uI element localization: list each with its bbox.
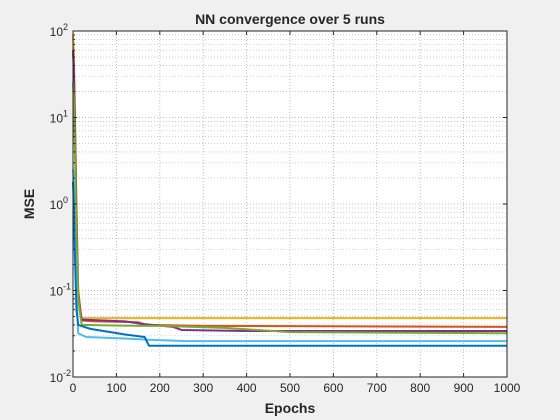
y-axis-label: MSE <box>21 189 37 219</box>
y-tick-base: 10 <box>50 198 64 212</box>
x-tick-label: 400 <box>237 381 257 395</box>
y-tick-label: 10 -1 <box>50 282 71 299</box>
y-tick-label: 10 1 <box>50 109 68 126</box>
x-tick-label: 300 <box>193 381 213 395</box>
x-tick-label: 900 <box>454 381 474 395</box>
y-tick-base: 10 <box>50 25 64 39</box>
y-tick-exp: 1 <box>63 109 68 119</box>
x-tick-label: 1000 <box>494 381 521 395</box>
y-tick-exp: -2 <box>63 368 71 378</box>
chart-title: NN convergence over 5 runs <box>195 11 385 27</box>
x-tick-label: 200 <box>150 381 170 395</box>
x-tick-label: 0 <box>70 381 77 395</box>
y-tick-base: 10 <box>50 112 64 126</box>
x-axis-label: Epochs <box>265 400 316 416</box>
y-tick-exp: -1 <box>63 282 71 292</box>
y-tick-base: 10 <box>50 285 64 299</box>
y-tick-label: 10 0 <box>50 195 68 212</box>
y-tick-exp: 2 <box>63 22 68 32</box>
x-tick-label: 800 <box>410 381 430 395</box>
y-tick-base: 10 <box>50 371 64 385</box>
x-tick-label: 100 <box>106 381 126 395</box>
y-tick-label: 10 2 <box>50 22 68 39</box>
x-tick-label: 500 <box>280 381 300 395</box>
x-tick-label: 700 <box>367 381 387 395</box>
y-tick-exp: 0 <box>63 195 68 205</box>
x-tick-label: 600 <box>323 381 343 395</box>
y-tick-label: 10 -2 <box>50 368 71 385</box>
